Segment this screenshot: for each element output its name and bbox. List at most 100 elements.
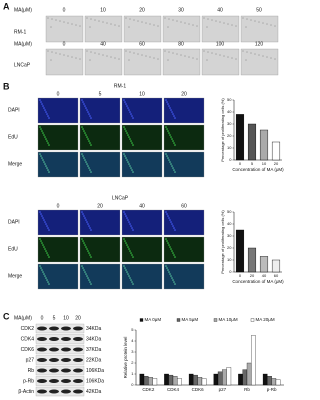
cell — [85, 219, 87, 221]
bar — [168, 374, 174, 386]
x-tick-label: 40 — [262, 273, 267, 278]
cell — [39, 238, 41, 240]
cell — [40, 155, 42, 157]
cell — [85, 161, 87, 163]
dose: 60 — [139, 41, 145, 47]
micrograph — [123, 15, 162, 43]
cell — [130, 167, 132, 169]
panel-label: B — [3, 81, 10, 91]
y-tick-label: 10 — [227, 257, 232, 262]
micrograph — [79, 97, 121, 124]
cell — [43, 161, 45, 163]
cell — [81, 153, 83, 155]
cell — [174, 256, 176, 258]
micrograph — [37, 151, 79, 178]
cell — [90, 18, 92, 20]
cell — [262, 55, 264, 57]
dose: 20 — [181, 91, 187, 97]
cell — [132, 144, 134, 146]
cell — [41, 103, 43, 105]
band — [73, 368, 83, 373]
cell — [223, 22, 225, 24]
cell — [125, 157, 127, 159]
cell — [85, 273, 87, 275]
micrograph — [79, 209, 121, 236]
cell — [46, 225, 48, 227]
cell — [166, 128, 168, 130]
cell — [130, 252, 132, 254]
y-tick-label: 0 — [229, 157, 232, 162]
cell — [171, 165, 173, 167]
cell — [42, 217, 44, 219]
micrograph — [121, 263, 163, 290]
micrograph — [163, 209, 205, 236]
protein: p-Rb — [23, 378, 34, 384]
cell — [128, 109, 130, 111]
cell — [172, 140, 174, 142]
cell — [270, 57, 272, 59]
cell — [83, 157, 85, 159]
legend-label: MA 10μM — [219, 317, 238, 322]
protein: p27 — [26, 357, 35, 363]
cell — [40, 267, 42, 269]
cell — [86, 50, 88, 52]
cell — [166, 155, 168, 157]
cell — [87, 223, 89, 225]
cell — [168, 132, 170, 134]
cell — [167, 269, 169, 271]
bar — [247, 247, 257, 273]
cell — [87, 277, 89, 279]
cell — [118, 25, 120, 27]
bar — [251, 335, 256, 386]
cell — [51, 51, 53, 53]
cell — [42, 244, 44, 246]
micrograph — [37, 236, 79, 263]
cell — [40, 240, 42, 242]
cell — [83, 242, 85, 244]
cell — [170, 275, 172, 277]
cell — [132, 171, 134, 173]
cell — [203, 17, 205, 19]
cell — [90, 283, 92, 285]
cell — [166, 213, 168, 215]
legend-swatch — [250, 318, 255, 322]
cell — [129, 250, 131, 252]
cell — [211, 19, 213, 21]
cell — [172, 225, 174, 227]
cell — [127, 219, 129, 221]
y-tick-label: 40 — [227, 109, 232, 114]
bar — [217, 371, 223, 386]
cell — [128, 59, 130, 61]
cell — [219, 54, 221, 56]
micrograph — [121, 97, 163, 124]
cell — [167, 242, 169, 244]
band — [37, 337, 47, 341]
cell — [47, 281, 49, 283]
bar — [226, 367, 232, 386]
cell — [89, 115, 91, 117]
bar — [246, 362, 252, 386]
cell — [81, 99, 83, 101]
cell — [188, 56, 190, 58]
bar — [152, 378, 158, 386]
cell — [128, 248, 130, 250]
cell — [242, 50, 244, 52]
cell — [173, 281, 175, 283]
cell — [98, 53, 100, 55]
cell — [42, 132, 44, 134]
cell — [171, 138, 173, 140]
band — [61, 389, 71, 394]
cell — [254, 20, 256, 22]
cell — [47, 17, 49, 19]
cell — [129, 111, 131, 113]
stain: DAPI — [8, 219, 20, 225]
cell — [168, 105, 170, 107]
bar — [271, 378, 277, 386]
cell — [173, 115, 175, 117]
cell — [123, 211, 125, 213]
cell — [174, 229, 176, 231]
cell — [90, 256, 92, 258]
cell — [196, 58, 198, 60]
cell — [44, 248, 46, 250]
cell — [124, 101, 126, 103]
